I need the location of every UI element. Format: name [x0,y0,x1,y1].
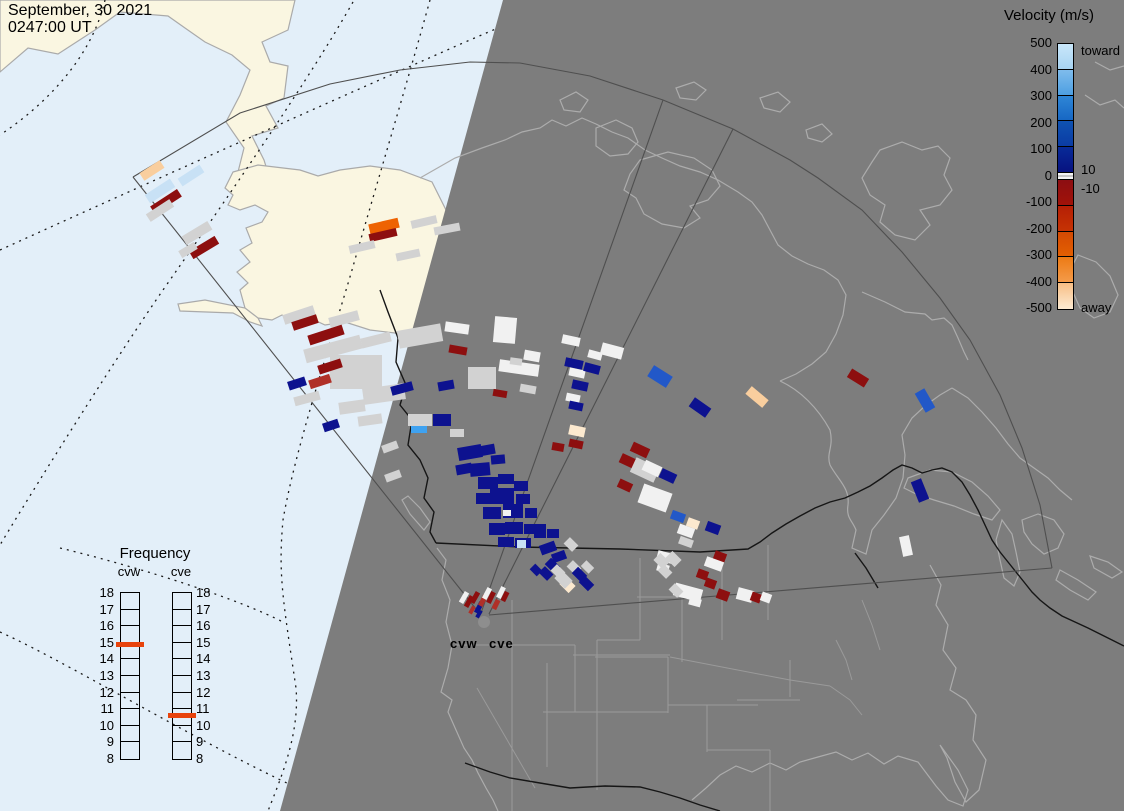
frequency-scale-cell [121,610,139,627]
date-line: September, 30 2021 [8,2,153,19]
frequency-column-label-cvw: cvw [117,564,141,579]
colorbar-tick-label: 300 [1030,88,1052,103]
frequency-scale-cell [173,626,191,643]
frequency-scale-cell [121,626,139,643]
colorbar-segment [1058,257,1073,284]
frequency-scale-cell [121,693,139,710]
colorbar-tick-label: 0 [1044,167,1052,183]
frequency-tick-label: 8 [106,751,114,766]
frequency-tick-label: 18 [196,585,211,600]
frequency-scale-cell [121,709,139,726]
colorbar-segment [1058,283,1073,309]
frequency-tick-label: 12 [99,684,114,700]
frequency-tick-label: 17 [99,601,114,617]
colorbar-zero-band [1058,172,1073,180]
colorbar-tick-label: 400 [1030,61,1052,77]
frequency-scale-cell [121,742,139,759]
frequency-tick-label: 16 [196,618,211,634]
land-russia [0,0,296,197]
frequency-scale-cell [121,676,139,693]
colorbar-segment [1058,95,1073,122]
colorbar-tick-label: 500 [1030,35,1052,50]
colorbar-segment [1058,147,1073,173]
frequency-scale-cell [173,593,191,610]
velocity-colorbar [1057,43,1074,310]
frequency-tick-label: 16 [99,618,114,634]
colorbar-tick-label: -400 [1025,273,1052,289]
colorbar-segment [1058,44,1073,70]
colorbar-title: Velocity (m/s) [1004,7,1095,24]
colorbar-tick-label: -300 [1025,247,1052,262]
frequency-column-label-cve: cve [170,564,192,579]
frequency-scale-cell [173,726,191,743]
frequency-tick-label: 13 [196,668,211,683]
frequency-scale-cell [173,709,191,726]
frequency-tick-label: 12 [196,684,211,700]
frequency-scale-cell [173,643,191,660]
frequency-scale-cell [173,742,191,759]
frequency-scale-cell [121,593,139,610]
land-alaska [177,164,453,341]
state-borders [455,545,881,811]
frequency-tick-label: 15 [196,634,211,650]
frequency-tick-label: 15 [99,634,114,650]
radar-label-cvw: cvw [450,636,478,651]
radar-label-cve: cve [489,636,514,651]
frequency-tick-label: 14 [196,651,211,667]
frequency-tick-label: 9 [196,734,204,750]
colorbar-segment [1058,205,1073,232]
colorbar-tick-label: -200 [1025,220,1052,236]
frequency-tick-label: 17 [196,601,211,617]
frequency-tick-label: 13 [99,668,114,683]
frequency-legend-title: Frequency [119,545,191,562]
colorbar-segment [1058,121,1073,148]
colorbar-label-away: away [1081,300,1112,315]
colorbar-tick-label: 200 [1030,114,1052,130]
frequency-tick-label: 14 [99,651,114,667]
frequency-tick-label: 8 [196,751,204,766]
colorbar-label-plus10: 10 [1081,162,1096,177]
colorbar-segment [1058,179,1073,206]
frequency-tick-label: 10 [99,717,114,733]
frequency-tick-label: 9 [106,734,114,750]
frequency-scale-cell [173,610,191,627]
frequency-scale-cell [121,659,139,676]
frequency-scale-cell [121,643,139,660]
colorbar-tick-label: -500 [1025,300,1052,315]
frequency-tick-label: 11 [100,701,115,717]
frequency-tick-label: 18 [99,585,114,600]
frequency-scale-cell [121,726,139,743]
colorbar-label-minus10: -10 [1081,181,1100,196]
colorbar-label-toward: toward [1081,43,1121,58]
colorbar-tick-label: -100 [1025,194,1052,209]
cvw-frequency-marker [116,641,144,647]
frequency-tick-label: 10 [196,717,211,733]
colorbar-tick-label: 100 [1030,141,1052,156]
frequency-scale-cell [173,693,191,710]
frequency-scale-cell [173,676,191,693]
cve-frequency-marker [168,713,196,719]
colorbar-segment [1058,69,1073,96]
frequency-scale-cve [172,592,192,760]
time-line: 0247:00 UT [8,19,92,36]
radar-site-marker [478,616,490,628]
graticule [0,0,561,811]
frequency-tick-label: 11 [196,701,210,717]
colorbar-segment [1058,231,1073,258]
frequency-scale-cvw [120,592,140,760]
frequency-scale-cell [173,659,191,676]
timestamp: September, 30 2021 0247:00 UT [8,2,152,36]
